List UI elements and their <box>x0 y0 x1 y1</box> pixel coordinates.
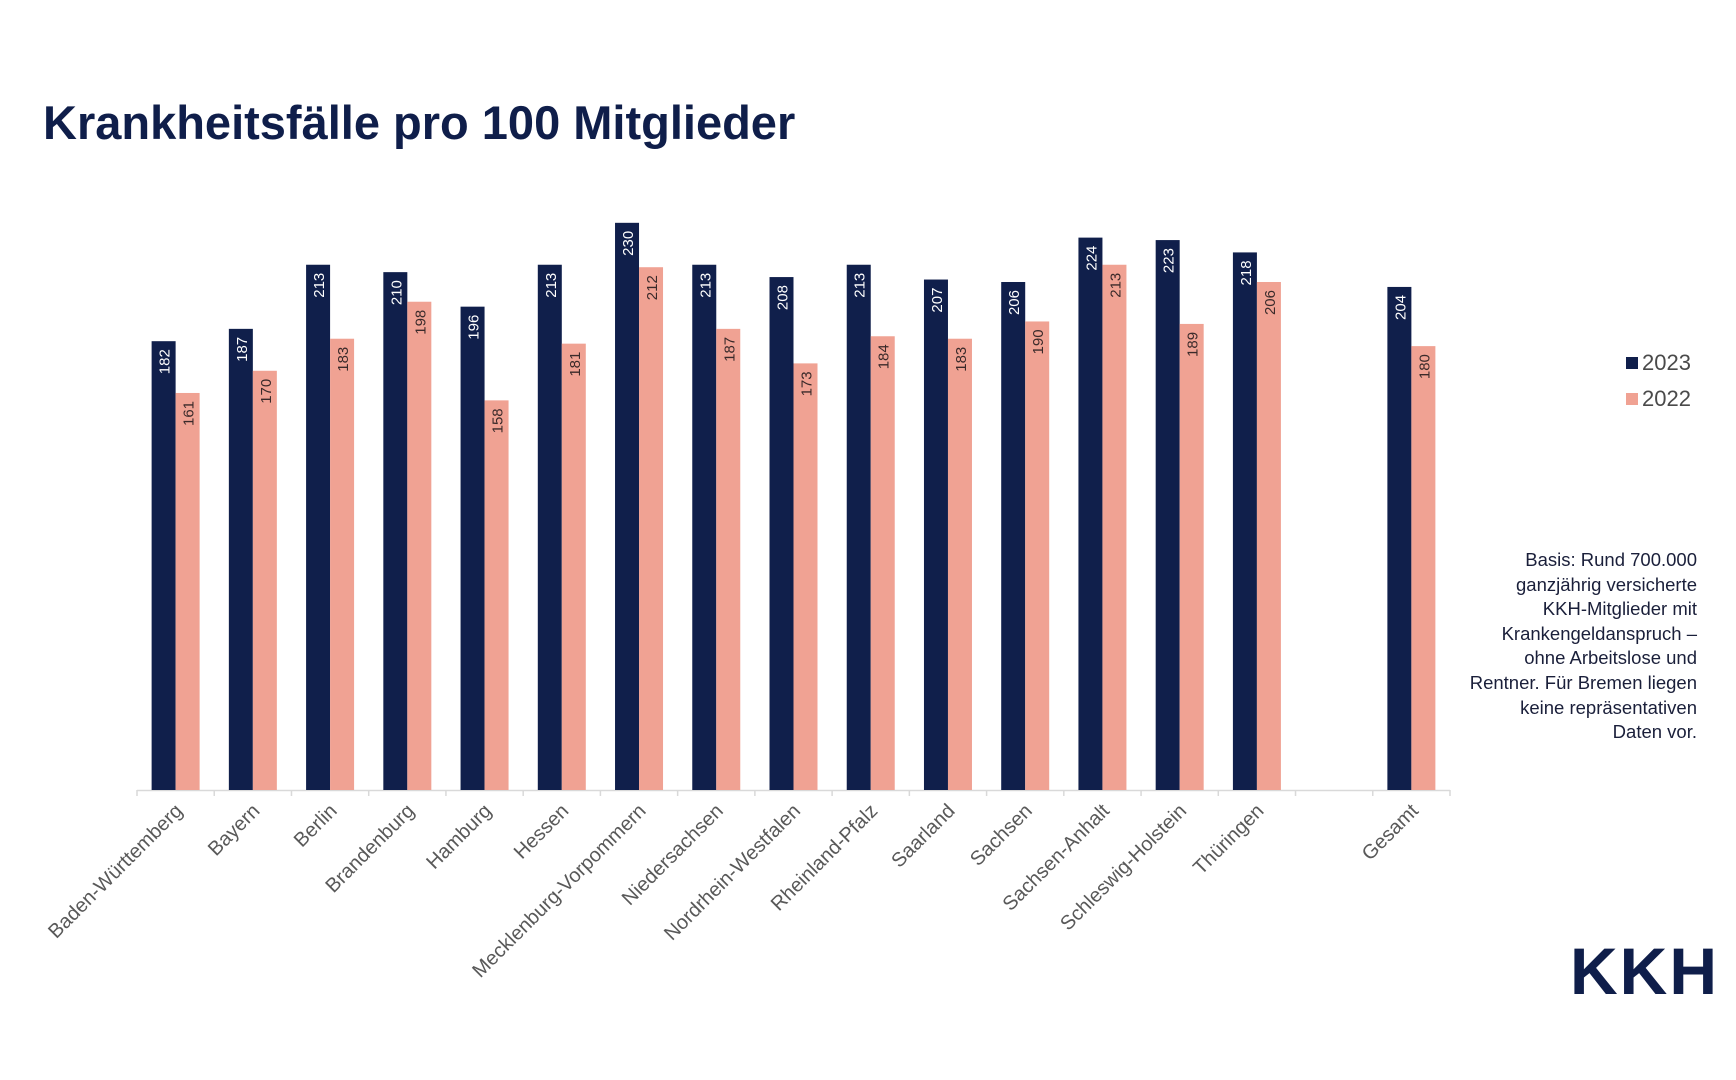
data-label-2022: 170 <box>258 379 275 404</box>
legend-label-2022: 2022 <box>1642 386 1691 411</box>
data-label-2022: 212 <box>644 275 661 300</box>
bar-2022 <box>407 301 432 790</box>
bar-2023 <box>615 222 640 790</box>
bar-2023 <box>1155 240 1180 790</box>
bar-2023 <box>1001 282 1026 790</box>
legend: 2023 2022 <box>1626 345 1691 417</box>
legend-swatch-2022 <box>1626 393 1638 405</box>
kkh-logo: KKH <box>1570 934 1719 1008</box>
data-label-2023: 213 <box>543 273 560 298</box>
bar-2023 <box>1232 252 1257 791</box>
chart-title: Krankheitsfälle pro 100 Mitglieder <box>43 96 796 149</box>
bar-2022 <box>330 338 355 790</box>
x-tick-label: Bayern <box>204 800 264 860</box>
bar-2022 <box>1102 264 1127 790</box>
bar-2023 <box>383 272 408 790</box>
data-label-2022: 213 <box>1107 273 1124 298</box>
x-tick-label: Baden-Württemberg <box>44 800 187 943</box>
data-label-2023: 210 <box>388 280 405 305</box>
legend-swatch-2023 <box>1626 357 1638 369</box>
x-tick-label: Thüringen <box>1189 800 1268 879</box>
bar-2022 <box>716 328 741 790</box>
bar-2022 <box>561 343 586 790</box>
legend-item-2023: 2023 <box>1626 345 1691 381</box>
data-label-2023: 213 <box>852 273 869 298</box>
bar-2022 <box>1025 321 1050 790</box>
data-label-2022: 158 <box>490 408 507 433</box>
x-tick-label: Schleswig-Holstein <box>1056 800 1191 935</box>
data-label-2023: 218 <box>1238 260 1255 285</box>
bar-2022 <box>793 363 818 790</box>
data-label-2023: 213 <box>697 273 714 298</box>
bar-2022 <box>947 338 972 790</box>
bar-2023 <box>692 264 717 790</box>
bar-2022 <box>639 267 664 790</box>
data-label-2023: 213 <box>311 273 328 298</box>
x-tick-label: Hamburg <box>422 800 496 874</box>
bar-2023 <box>1387 286 1412 790</box>
data-label-2022: 161 <box>181 401 198 426</box>
bar-2022 <box>252 370 277 790</box>
bar-2023 <box>1078 237 1103 791</box>
bar-2023 <box>228 328 253 790</box>
bar-2022 <box>175 392 200 790</box>
data-label-2023: 204 <box>1392 295 1409 320</box>
bar-2022 <box>1411 346 1436 790</box>
x-tick-label: Nordrhein-Westfalen <box>660 800 805 945</box>
legend-item-2022: 2022 <box>1626 381 1691 417</box>
x-tick-label: Hessen <box>510 800 574 864</box>
bar-2023 <box>537 264 562 790</box>
data-label-2022: 198 <box>412 310 429 335</box>
x-tick-label: Berlin <box>290 800 342 852</box>
bar-2022 <box>484 400 509 790</box>
bar-2023 <box>923 279 948 790</box>
data-label-2022: 183 <box>953 347 970 372</box>
data-label-2022: 180 <box>1416 354 1433 379</box>
x-tick-label: Saarland <box>887 800 959 872</box>
data-label-2023: 208 <box>775 285 792 310</box>
data-label-2022: 190 <box>1030 329 1047 354</box>
data-label-2023: 187 <box>234 337 251 362</box>
bar-2023 <box>151 341 176 790</box>
data-label-2022: 184 <box>876 344 893 369</box>
bar-2022 <box>1256 282 1281 790</box>
x-tick-label: Sachsen <box>966 800 1037 871</box>
bar-2023 <box>460 306 485 790</box>
data-label-2022: 187 <box>721 337 738 362</box>
data-label-2023: 207 <box>929 288 946 313</box>
data-label-2023: 182 <box>157 349 174 374</box>
data-label-2022: 173 <box>799 371 816 396</box>
footnote: Basis: Rund 700.000 ganzjährig versicher… <box>1469 549 1697 743</box>
data-label-2022: 206 <box>1262 290 1279 315</box>
data-label-2023: 230 <box>620 231 637 256</box>
legend-label-2023: 2023 <box>1642 350 1691 375</box>
bar-2023 <box>769 277 794 790</box>
bar-2022 <box>870 336 895 790</box>
bar-2022 <box>1179 323 1204 790</box>
data-label-2023: 224 <box>1083 246 1100 271</box>
data-label-2023: 206 <box>1006 290 1023 315</box>
data-label-2022: 189 <box>1185 332 1202 357</box>
data-label-2022: 183 <box>335 347 352 372</box>
data-label-2023: 223 <box>1161 248 1178 273</box>
x-tick-label: Gesamt <box>1358 800 1423 865</box>
data-label-2022: 181 <box>567 352 584 377</box>
data-label-2023: 196 <box>466 315 483 340</box>
bar-2023 <box>306 264 331 790</box>
bar-2023 <box>846 264 871 790</box>
